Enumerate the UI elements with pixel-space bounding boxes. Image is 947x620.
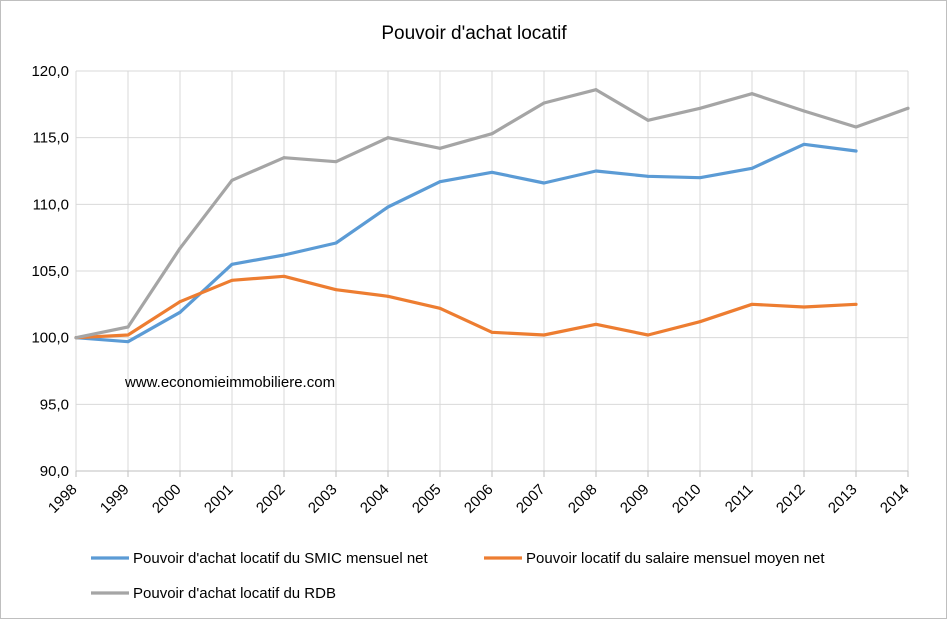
data-point [646, 333, 650, 337]
x-tick-label: 2010 [669, 481, 705, 517]
data-point [386, 136, 390, 140]
data-point [750, 166, 754, 170]
data-point [230, 278, 234, 282]
data-point [438, 306, 442, 310]
data-point [126, 325, 130, 329]
x-tick-label: 2014 [877, 481, 913, 517]
data-point [334, 241, 338, 245]
data-point [282, 156, 286, 160]
data-point [646, 174, 650, 178]
data-point [230, 262, 234, 266]
data-point [594, 169, 598, 173]
x-tick-label: 2013 [825, 481, 861, 517]
data-point [178, 300, 182, 304]
data-point [126, 333, 130, 337]
data-point [386, 205, 390, 209]
y-tick-label: 100,0 [31, 330, 69, 347]
x-tick-label: 2001 [201, 481, 237, 517]
data-point [594, 88, 598, 92]
grid-lines [75, 70, 909, 477]
data-point [282, 253, 286, 257]
data-point [438, 180, 442, 184]
data-point [698, 106, 702, 110]
data-point [178, 246, 182, 250]
data-point [594, 322, 598, 326]
y-axis-ticks: 90,0 95,0 100,0 105,0 110,0 115,0 120,0 [31, 63, 69, 480]
data-point [542, 181, 546, 185]
data-point [750, 92, 754, 96]
data-point [854, 149, 858, 153]
data-point [698, 320, 702, 324]
data-point [438, 146, 442, 150]
y-tick-label: 110,0 [33, 196, 69, 213]
x-tick-label: 2005 [409, 481, 445, 517]
y-tick-label: 90,0 [40, 463, 69, 480]
x-tick-label: 2003 [305, 481, 341, 517]
data-point [490, 330, 494, 334]
x-tick-label: 2002 [253, 481, 289, 517]
y-tick-label: 105,0 [31, 263, 69, 280]
data-point [854, 125, 858, 129]
x-tick-label: 2011 [722, 481, 757, 516]
y-tick-label: 95,0 [40, 396, 69, 413]
data-point [802, 142, 806, 146]
data-point [802, 305, 806, 309]
x-axis-ticks: 1998 1999 2000 2001 2002 2003 2004 2005 2006 2007… [45, 481, 913, 517]
data-point [74, 336, 78, 340]
x-tick-label: 1999 [97, 481, 133, 517]
y-tick-label: 120,0 [31, 63, 69, 80]
data-point [750, 302, 754, 306]
legend-label: Pouvoir locatif du salaire mensuel moyen… [526, 550, 825, 567]
legend-label: Pouvoir d'achat locatif du RDB [133, 585, 336, 602]
chart-title: Pouvoir d'achat locatif [381, 23, 567, 44]
data-point [802, 109, 806, 113]
x-tick-label: 2000 [149, 481, 185, 517]
legend: Pouvoir d'achat locatif du SMIC mensuel … [91, 550, 825, 602]
x-tick-label: 2004 [357, 481, 393, 517]
data-point [282, 274, 286, 278]
data-point [698, 176, 702, 180]
series-line-2 [74, 274, 858, 340]
x-tick-label: 1998 [45, 481, 81, 517]
series-line-1 [74, 142, 858, 344]
data-point [490, 132, 494, 136]
x-tick-label: 2007 [513, 481, 549, 517]
data-point [542, 333, 546, 337]
data-point [646, 118, 650, 122]
x-tick-label: 2009 [617, 481, 653, 517]
watermark-annotation: www.economieimmobiliere.com [124, 374, 335, 391]
data-point [334, 288, 338, 292]
data-point [334, 160, 338, 164]
data-point [542, 101, 546, 105]
data-point [386, 294, 390, 298]
series-lines [74, 88, 910, 344]
data-point [230, 178, 234, 182]
x-tick-label: 2012 [773, 481, 809, 517]
data-point [126, 340, 130, 344]
data-point [906, 106, 910, 110]
data-point [178, 310, 182, 314]
y-tick-label: 115,0 [33, 130, 69, 147]
x-tick-label: 2008 [565, 481, 601, 517]
data-point [490, 170, 494, 174]
legend-label: Pouvoir d'achat locatif du SMIC mensuel … [133, 550, 429, 567]
x-tick-label: 2006 [461, 481, 497, 517]
data-point [854, 302, 858, 306]
